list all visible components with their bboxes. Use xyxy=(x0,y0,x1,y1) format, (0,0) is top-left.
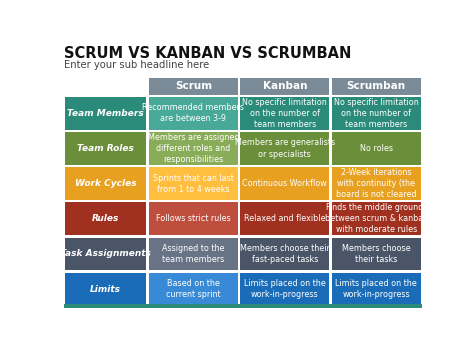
Text: Scrumban: Scrumban xyxy=(346,82,406,92)
Bar xyxy=(149,202,238,235)
Text: Based on the
current sprint: Based on the current sprint xyxy=(166,279,220,299)
Bar xyxy=(149,167,238,200)
Text: Members choose
their tasks: Members choose their tasks xyxy=(342,244,410,264)
Bar xyxy=(65,167,146,200)
Text: Work Cycles: Work Cycles xyxy=(75,179,137,188)
Text: Limits: Limits xyxy=(90,285,121,294)
Bar xyxy=(149,78,238,94)
Text: No roles: No roles xyxy=(360,144,393,153)
Bar xyxy=(332,132,421,165)
Text: Limits placed on the
work-in-progress: Limits placed on the work-in-progress xyxy=(244,279,326,299)
Bar xyxy=(65,237,146,271)
Bar xyxy=(149,97,238,130)
Bar xyxy=(240,132,329,165)
Bar xyxy=(332,202,421,235)
Bar xyxy=(332,273,421,306)
Bar xyxy=(149,132,238,165)
Text: Team Roles: Team Roles xyxy=(77,144,134,153)
Text: Members are generalists
or specialists: Members are generalists or specialists xyxy=(235,138,335,159)
Text: Task Assignments: Task Assignments xyxy=(60,250,151,258)
Text: Kanban: Kanban xyxy=(263,82,307,92)
Text: Finds the middle grounds
between scrum & kanban
with moderate rules: Finds the middle grounds between scrum &… xyxy=(325,203,428,234)
Bar xyxy=(240,97,329,130)
Bar xyxy=(332,237,421,271)
Text: Follows strict rules: Follows strict rules xyxy=(156,214,231,223)
Text: No specific limitation
on the number of
team members: No specific limitation on the number of … xyxy=(334,98,419,129)
Text: Continuous Workflow: Continuous Workflow xyxy=(242,179,327,188)
Bar xyxy=(332,78,421,94)
Text: Sprints that can last
from 1 to 4 weeks: Sprints that can last from 1 to 4 weeks xyxy=(153,174,234,194)
Text: Limits placed on the
work-in-progress: Limits placed on the work-in-progress xyxy=(335,279,417,299)
Text: No specific limitation
on the number of
team members: No specific limitation on the number of … xyxy=(242,98,327,129)
Bar xyxy=(240,273,329,306)
Bar xyxy=(65,97,146,130)
Text: SCRUM VS KANBAN VS SCRUMBAN: SCRUM VS KANBAN VS SCRUMBAN xyxy=(64,47,351,61)
Bar xyxy=(64,304,422,308)
Bar xyxy=(332,97,421,130)
Bar xyxy=(149,273,238,306)
Bar xyxy=(240,167,329,200)
Text: Assigned to the
team members: Assigned to the team members xyxy=(162,244,225,264)
Text: Enter your sub headline here: Enter your sub headline here xyxy=(64,60,209,70)
Text: Team Members: Team Members xyxy=(67,109,144,118)
Bar xyxy=(65,202,146,235)
Bar xyxy=(65,132,146,165)
Text: Members are assigned
different roles and
responsibilities: Members are assigned different roles and… xyxy=(147,133,239,164)
Text: Relaxed and flexible: Relaxed and flexible xyxy=(244,214,326,223)
Bar xyxy=(65,273,146,306)
Text: Rules: Rules xyxy=(92,214,119,223)
Bar xyxy=(240,78,329,94)
Bar xyxy=(332,167,421,200)
Text: Scrum: Scrum xyxy=(175,82,212,92)
Bar xyxy=(240,202,329,235)
Bar xyxy=(240,237,329,271)
Text: Members choose their
fast-paced tasks: Members choose their fast-paced tasks xyxy=(240,244,330,264)
Text: 2-Week iterations
with continuity (the
board is not cleared: 2-Week iterations with continuity (the b… xyxy=(336,168,417,199)
Bar xyxy=(149,237,238,271)
Text: Recommended members
are between 3-9: Recommended members are between 3-9 xyxy=(142,103,244,123)
